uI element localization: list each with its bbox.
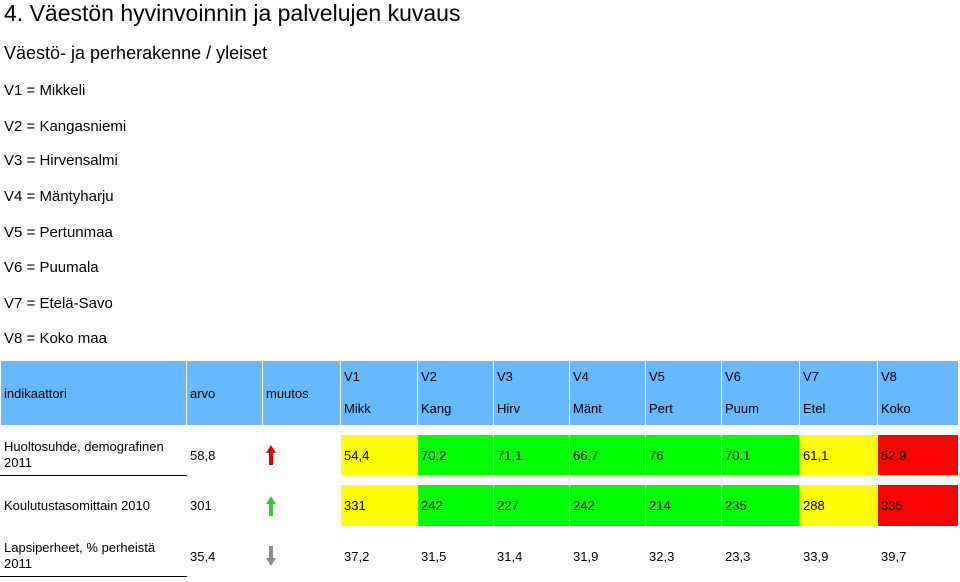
row-change	[262, 484, 341, 527]
header-short: Puum	[725, 401, 759, 416]
header-col-v6: V6 Puum	[721, 360, 800, 426]
header-change: muutos	[262, 360, 341, 426]
header-code: V1	[344, 369, 360, 384]
cell-v5: 76	[645, 434, 722, 476]
legend-item-v5: V5 = Pertunmaa	[4, 224, 113, 241]
header-col-v8: V8 Koko	[877, 360, 959, 426]
page-title: 4. Väestön hyvinvoinnin ja palvelujen ku…	[4, 0, 461, 26]
header-code: V2	[421, 369, 437, 384]
row-value: 58,8	[186, 434, 263, 476]
arrow-up-red-icon	[266, 445, 276, 465]
row-value: 301	[186, 484, 263, 527]
header-value: arvo	[186, 360, 263, 426]
cell-v6: 23,3	[721, 535, 800, 577]
section-subtitle: Väestö- ja perherakenne / yleiset	[4, 43, 268, 63]
cell-v7: 61,1	[799, 434, 878, 476]
row-change	[262, 535, 341, 577]
cell-v2: 70,2	[417, 434, 494, 476]
header-col-v3: V3 Hirv	[493, 360, 570, 426]
cell-v5: 214	[645, 484, 722, 527]
cell-v2: 31,5	[417, 535, 494, 577]
cell-v1: 54,4	[340, 434, 418, 476]
row-change	[262, 434, 341, 476]
header-col-v1: V1 Mikk	[340, 360, 418, 426]
cell-v4: 66,7	[569, 434, 646, 476]
header-short: Koko	[881, 401, 911, 416]
legend-item-v7: V7 = Etelä-Savo	[4, 295, 113, 312]
legend-item-v4: V4 = Mäntyharju	[4, 188, 114, 205]
legend-item-v6: V6 = Puumala	[4, 259, 99, 276]
arrow-down-gray-icon	[266, 546, 276, 566]
cell-v2: 242	[417, 484, 494, 527]
cell-v6: 235	[721, 484, 800, 527]
header-indicator: indikaattori	[0, 360, 187, 426]
header-col-v7: V7 Etel	[799, 360, 878, 426]
table-spacer	[0, 526, 959, 536]
header-code: V4	[573, 369, 589, 384]
table-row: Lapsiperheet, % perheistä 2011 35,4 37,2…	[0, 535, 959, 577]
header-short: Pert	[649, 401, 673, 416]
cell-v1: 37,2	[340, 535, 418, 577]
header-code: V3	[497, 369, 513, 384]
table-row: Koulutustasomittain 2010 301 331 242 227…	[0, 484, 959, 527]
cell-v6: 70,1	[721, 434, 800, 476]
cell-v5: 32,3	[645, 535, 722, 577]
legend-item-v3: V3 = Hirvensalmi	[4, 152, 118, 169]
cell-v3: 31,4	[493, 535, 570, 577]
table-spacer	[0, 425, 959, 435]
legend-item-v8: V8 = Koko maa	[4, 330, 107, 347]
header-short: Kang	[421, 401, 452, 416]
cell-v7: 288	[799, 484, 878, 527]
table-row: Huoltosuhde, demografinen 2011 58,8 54,4…	[0, 434, 959, 476]
cell-v3: 227	[493, 484, 570, 527]
cell-v8: 335	[877, 484, 959, 527]
header-code: V5	[649, 369, 665, 384]
header-short: Etel	[803, 401, 826, 416]
row-indicator: Lapsiperheet, % perheistä 2011	[0, 535, 187, 577]
cell-v1: 331	[340, 484, 418, 527]
row-indicator: Huoltosuhde, demografinen 2011	[0, 434, 187, 476]
cell-v4: 242	[569, 484, 646, 527]
table-spacer	[0, 475, 959, 485]
header-short: Mikk	[344, 401, 371, 416]
header-code: V8	[881, 369, 897, 384]
row-indicator: Koulutustasomittain 2010	[0, 484, 187, 527]
legend-item-v1: V1 = Mikkeli	[4, 82, 86, 99]
header-col-v4: V4 Mänt	[569, 360, 646, 426]
cell-v7: 33,9	[799, 535, 878, 577]
header-code: V7	[803, 369, 819, 384]
indicator-table: indikaattori arvo muutos V1 Mikk V2 Kang V…	[0, 360, 959, 577]
cell-v8: 52,9	[877, 434, 959, 476]
cell-v8: 39,7	[877, 535, 959, 577]
header-code: V6	[725, 369, 741, 384]
legend-item-v2: V2 = Kangasniemi	[4, 118, 127, 135]
header-col-v2: V2 Kang	[417, 360, 494, 426]
cell-v4: 31,9	[569, 535, 646, 577]
header-short: Mänt	[573, 401, 602, 416]
arrow-up-green-icon	[266, 495, 276, 516]
header-col-v5: V5 Pert	[645, 360, 722, 426]
table-header-row: indikaattori arvo muutos V1 Mikk V2 Kang V…	[0, 360, 959, 426]
row-value: 35,4	[186, 535, 263, 577]
header-short: Hirv	[497, 401, 521, 416]
cell-v3: 71,1	[493, 434, 570, 476]
